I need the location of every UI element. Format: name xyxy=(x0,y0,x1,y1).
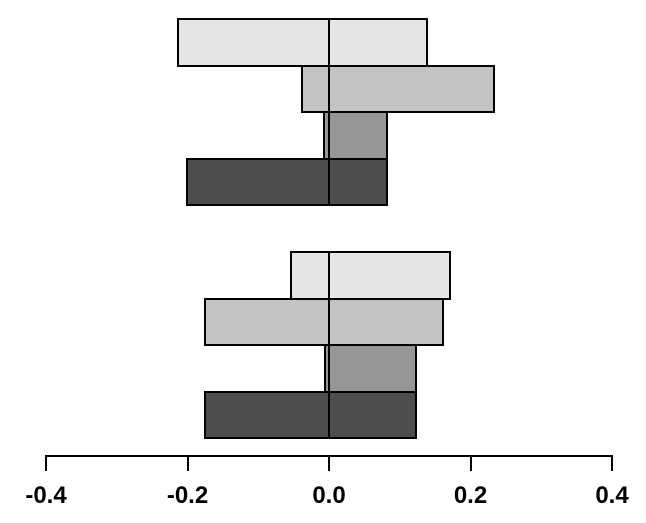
axis-tick xyxy=(469,455,472,471)
axis-tick xyxy=(186,455,189,471)
group-2-bar-dark xyxy=(203,390,417,439)
axis-tick-label: -0.4 xyxy=(25,482,67,509)
axis-tick xyxy=(328,455,330,471)
group-2-zero-line xyxy=(328,251,330,439)
group-1-bar-medium xyxy=(322,111,388,160)
group-1-bar-dark xyxy=(186,157,388,206)
group-2-bar-light xyxy=(204,297,445,346)
axis-tick-label: 0.0 xyxy=(312,482,346,509)
axis-tick xyxy=(45,455,47,471)
axis-tick-label: -0.2 xyxy=(166,482,209,509)
group-2-bar-lightest xyxy=(290,251,451,300)
group-1-zero-line xyxy=(328,18,330,206)
group-2-bar-medium xyxy=(324,344,417,393)
axis-tick-label: 0.2 xyxy=(453,482,488,509)
group-1-bar-lightest xyxy=(176,18,429,67)
axis-tick xyxy=(611,455,613,471)
axis-tick-label: 0.4 xyxy=(595,482,629,509)
group-1-bar-light xyxy=(300,64,496,113)
